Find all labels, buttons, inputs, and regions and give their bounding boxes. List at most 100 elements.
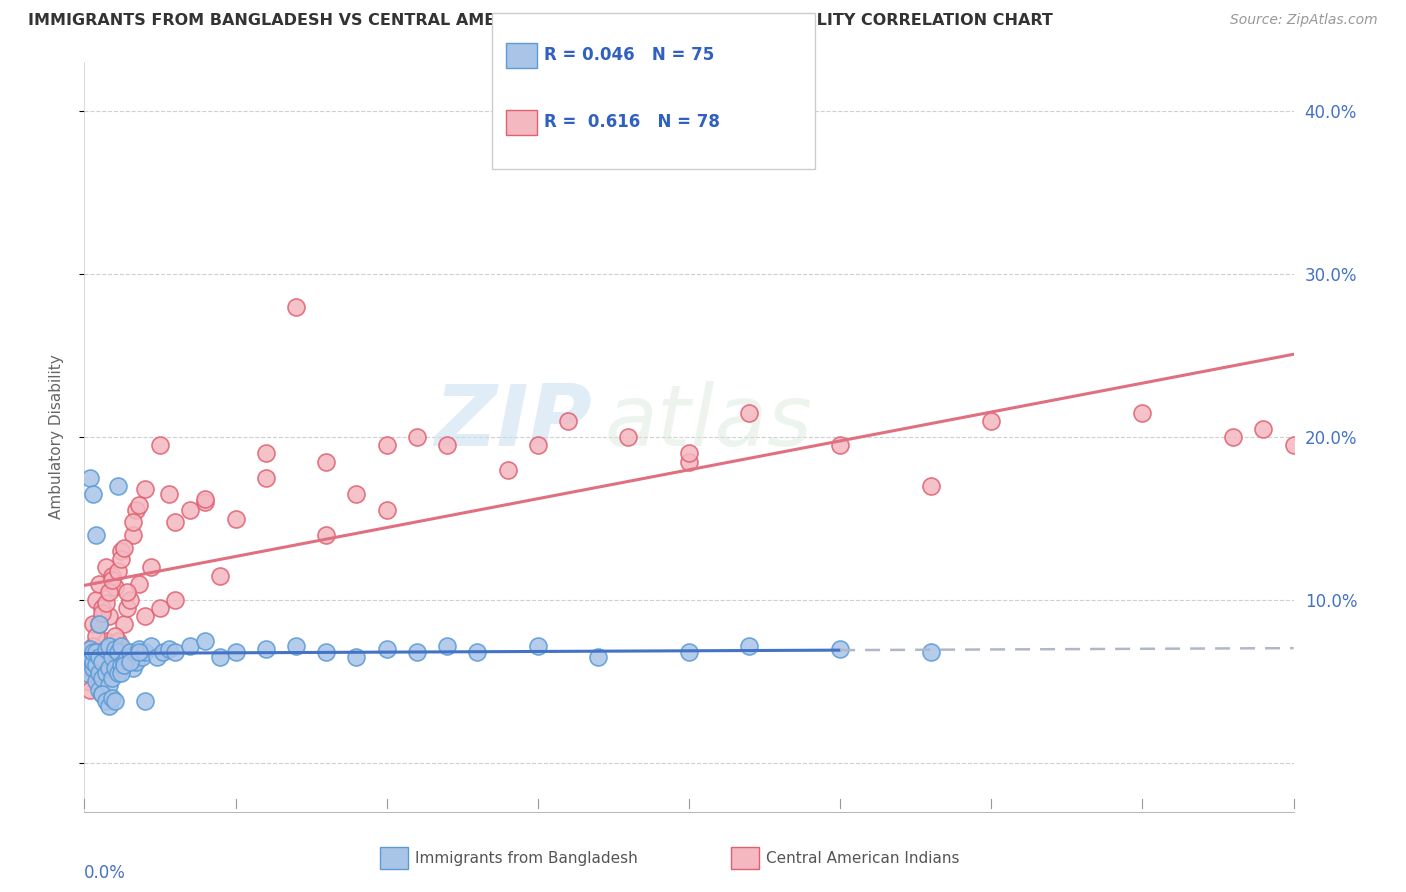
Text: Source: ZipAtlas.com: Source: ZipAtlas.com (1230, 13, 1378, 28)
Point (86, 674, 108, 689)
Point (112, 658, 135, 673)
Point (89, 576, 111, 591)
Point (225, 511, 247, 525)
Point (82, 487, 104, 501)
Point (375, 641, 398, 656)
Point (678, 454, 700, 468)
Point (1222, 430, 1244, 444)
Point (527, 438, 550, 452)
Point (86, 658, 108, 673)
Point (165, 645, 187, 659)
Text: IMMIGRANTS FROM BANGLADESH VS CENTRAL AMERICAN INDIAN AMBULATORY DISABILITY CORR: IMMIGRANTS FROM BANGLADESH VS CENTRAL AM… (28, 13, 1053, 29)
Point (82, 645, 104, 659)
Point (149, 601, 172, 615)
Point (104, 629, 127, 643)
Point (94, 560, 117, 574)
Point (104, 580, 127, 594)
Point (76, 674, 98, 689)
Point (131, 650, 153, 665)
Point (139, 560, 162, 574)
Point (79, 641, 101, 656)
Point (86, 528, 108, 542)
Point (375, 438, 398, 452)
Point (91, 671, 114, 685)
Point (134, 694, 156, 708)
Point (1130, 406, 1153, 420)
Point (110, 666, 132, 681)
Point (97, 609, 120, 624)
Point (134, 482, 156, 496)
Point (165, 515, 187, 529)
Point (100, 641, 122, 656)
Point (128, 641, 150, 656)
Point (285, 300, 308, 314)
Point (128, 645, 150, 659)
Text: R =  0.616   N = 78: R = 0.616 N = 78 (544, 113, 720, 131)
Point (94, 596, 117, 610)
Point (134, 609, 156, 624)
Point (110, 544, 132, 558)
Point (89, 682, 111, 697)
Point (346, 487, 368, 501)
Point (91, 645, 114, 659)
Point (100, 671, 122, 685)
Point (89, 658, 111, 673)
Y-axis label: Ambulatory Disability: Ambulatory Disability (49, 355, 63, 519)
Point (107, 645, 129, 659)
Point (738, 406, 761, 420)
Point (97, 584, 120, 599)
Point (97, 661, 120, 675)
Point (86, 629, 108, 643)
Point (128, 576, 150, 591)
Point (94, 641, 117, 656)
Point (97, 639, 120, 653)
Point (115, 650, 138, 665)
Point (79, 682, 101, 697)
Point (82, 639, 104, 653)
Point (315, 645, 337, 659)
Point (194, 633, 217, 648)
Point (315, 454, 337, 468)
Point (406, 645, 429, 659)
Point (149, 438, 172, 452)
Point (112, 655, 135, 669)
Point (179, 639, 201, 653)
Point (104, 658, 127, 673)
Point (406, 430, 429, 444)
Point (375, 503, 398, 517)
Point (179, 503, 201, 517)
Point (194, 495, 217, 509)
Point (79, 650, 101, 665)
Point (97, 678, 120, 692)
Point (436, 438, 458, 452)
Point (76, 658, 98, 673)
Point (830, 641, 852, 656)
Point (194, 491, 217, 506)
Point (157, 487, 180, 501)
Point (91, 688, 114, 702)
Point (678, 645, 700, 659)
Point (254, 471, 277, 485)
Point (79, 471, 101, 485)
Point (209, 568, 232, 582)
Point (527, 639, 550, 653)
Point (89, 650, 111, 665)
Point (254, 641, 277, 656)
Point (82, 655, 104, 669)
Point (128, 499, 150, 513)
Text: R = 0.046   N = 75: R = 0.046 N = 75 (544, 46, 714, 64)
Point (1282, 438, 1305, 452)
Point (100, 568, 122, 582)
Point (104, 694, 127, 708)
Point (89, 666, 111, 681)
Point (496, 463, 519, 477)
Point (112, 541, 135, 555)
Point (436, 639, 458, 653)
Point (100, 690, 122, 705)
Point (82, 661, 104, 675)
Point (91, 655, 114, 669)
Point (920, 479, 942, 493)
Point (89, 617, 111, 632)
Point (97, 698, 120, 713)
Point (134, 645, 156, 659)
